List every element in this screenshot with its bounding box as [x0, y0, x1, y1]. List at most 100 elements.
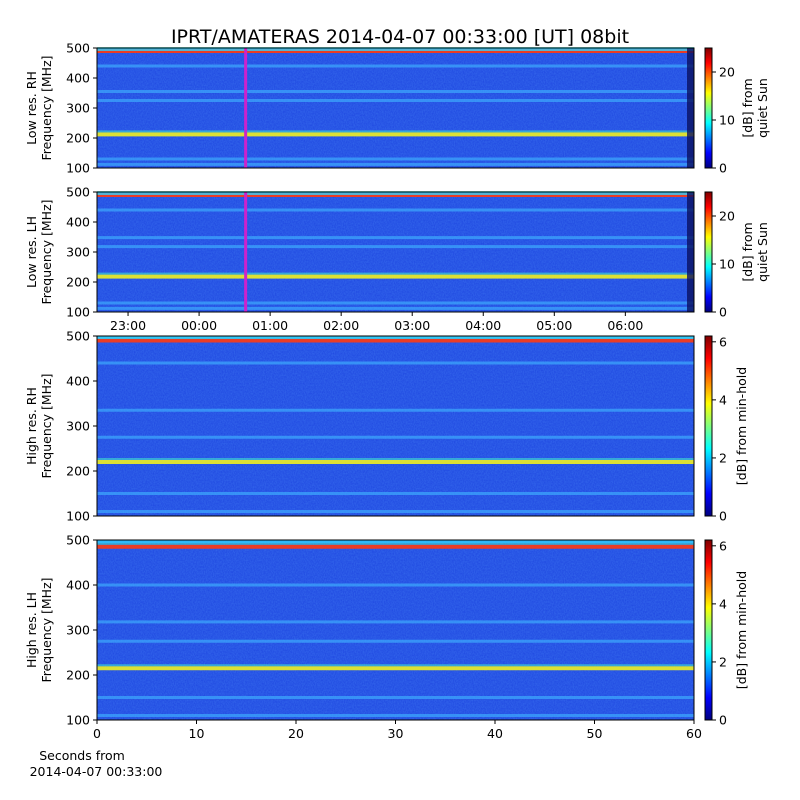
band [97, 583, 694, 587]
band [97, 301, 694, 305]
band [97, 666, 694, 671]
top-edge-strip [97, 192, 694, 195]
y-axis-label: High res. RH [24, 387, 39, 465]
x-tick-label: 20 [288, 726, 304, 741]
band [97, 696, 694, 699]
colorbar [704, 191, 713, 313]
band [97, 408, 694, 412]
y-tick-label: 300 [66, 245, 90, 260]
band-halo [97, 458, 694, 460]
colorbar-tick-label: 6 [719, 334, 727, 349]
y-tick-label: 300 [66, 623, 90, 638]
colorbar-tick-label: 4 [719, 392, 727, 407]
y-tick-label: 200 [66, 275, 90, 290]
y-tick-label: 400 [66, 215, 90, 230]
colorbar-label: quiet Sun [755, 222, 770, 282]
y-tick-label: 200 [66, 464, 90, 479]
y-tick-label: 500 [66, 185, 90, 200]
band [97, 544, 694, 549]
colorbar-label: quiet Sun [755, 78, 770, 138]
figure-title: IPRT/AMATERAS 2014-04-07 00:33:00 [UT] 0… [171, 26, 629, 48]
heatmap-noise [97, 540, 694, 720]
y-tick-label: 100 [66, 305, 90, 320]
colorbar-label: [dB] from min-hold [734, 367, 749, 485]
y-tick-label: 200 [66, 668, 90, 683]
y-axis-label: Frequency [MHz] [39, 577, 54, 682]
colorbar-label: [dB] from [740, 222, 755, 281]
heatmap-noise [97, 192, 694, 312]
time-marker [244, 48, 248, 168]
colorbar-tick-label: 20 [719, 209, 735, 224]
data-end-strip [687, 48, 694, 168]
band [97, 361, 694, 365]
x-tick-label: 00:00 [181, 318, 217, 333]
band [97, 90, 694, 93]
band-halo [97, 130, 694, 133]
y-tick-label: 300 [66, 419, 90, 434]
heatmap-noise [97, 336, 694, 516]
colorbar-label: [dB] from [740, 78, 755, 137]
colorbar [704, 47, 713, 169]
band [97, 64, 694, 68]
y-tick-label: 400 [66, 71, 90, 86]
y-tick-label: 300 [66, 101, 90, 116]
top-edge-strip [97, 48, 694, 51]
footer-line2: 2014-04-07 00:33:00 [30, 764, 163, 779]
y-tick-label: 100 [66, 509, 90, 524]
x-tick-label: 40 [487, 726, 503, 741]
colorbar-label: [dB] from min-hold [734, 571, 749, 689]
colorbar-tick-label: 0 [719, 713, 727, 728]
colorbar-tick-label: 2 [719, 654, 727, 669]
y-tick-label: 400 [66, 578, 90, 593]
colorbar-tick-label: 0 [719, 305, 727, 320]
band-halo [97, 542, 694, 545]
band [97, 132, 694, 137]
colorbar-tick-label: 10 [719, 257, 735, 272]
x-tick-label: 02:00 [323, 318, 359, 333]
colorbar-tick-label: 4 [719, 596, 727, 611]
x-tick-label: 23:00 [110, 318, 146, 333]
colorbar-tick-label: 20 [719, 65, 735, 80]
x-tick-label: 04:00 [465, 318, 501, 333]
x-tick-label: 60 [686, 726, 702, 741]
y-tick-label: 100 [66, 713, 90, 728]
colorbar [704, 539, 713, 721]
y-axis-label: Frequency [MHz] [39, 373, 54, 478]
band [97, 714, 694, 717]
data-end-strip [687, 192, 694, 312]
band [97, 435, 694, 439]
band [97, 99, 694, 102]
top-edge-strip [97, 540, 694, 543]
band [97, 157, 694, 161]
colorbar-tick-label: 2 [719, 450, 727, 465]
y-axis-label: Low res. LH [24, 216, 39, 288]
y-tick-label: 500 [66, 533, 90, 548]
x-tick-label: 10 [189, 726, 205, 741]
colorbar-tick-label: 0 [719, 161, 727, 176]
band [97, 460, 694, 464]
y-tick-label: 500 [66, 41, 90, 56]
panel-high-res-rh: 100 200 300 400 500 High res. RH Frequency [MH… [24, 329, 749, 524]
band [97, 338, 694, 343]
colorbar-tick-label: 6 [719, 538, 727, 553]
y-tick-label: 100 [66, 161, 90, 176]
band [97, 492, 694, 495]
x-tick-label: 06:00 [607, 318, 643, 333]
band [97, 510, 694, 513]
band [97, 306, 694, 310]
band [97, 620, 694, 624]
colorbar [704, 335, 713, 517]
band [97, 245, 694, 249]
x-tick-label: 0 [93, 726, 101, 741]
x-tick-label: 01:00 [252, 318, 288, 333]
x-tick-label: 03:00 [394, 318, 430, 333]
band-halo [97, 664, 694, 667]
y-tick-label: 500 [66, 329, 90, 344]
x-tick-label: 05:00 [536, 318, 572, 333]
heatmap-noise [97, 48, 694, 168]
y-axis-label: Frequency [MHz] [39, 55, 54, 160]
